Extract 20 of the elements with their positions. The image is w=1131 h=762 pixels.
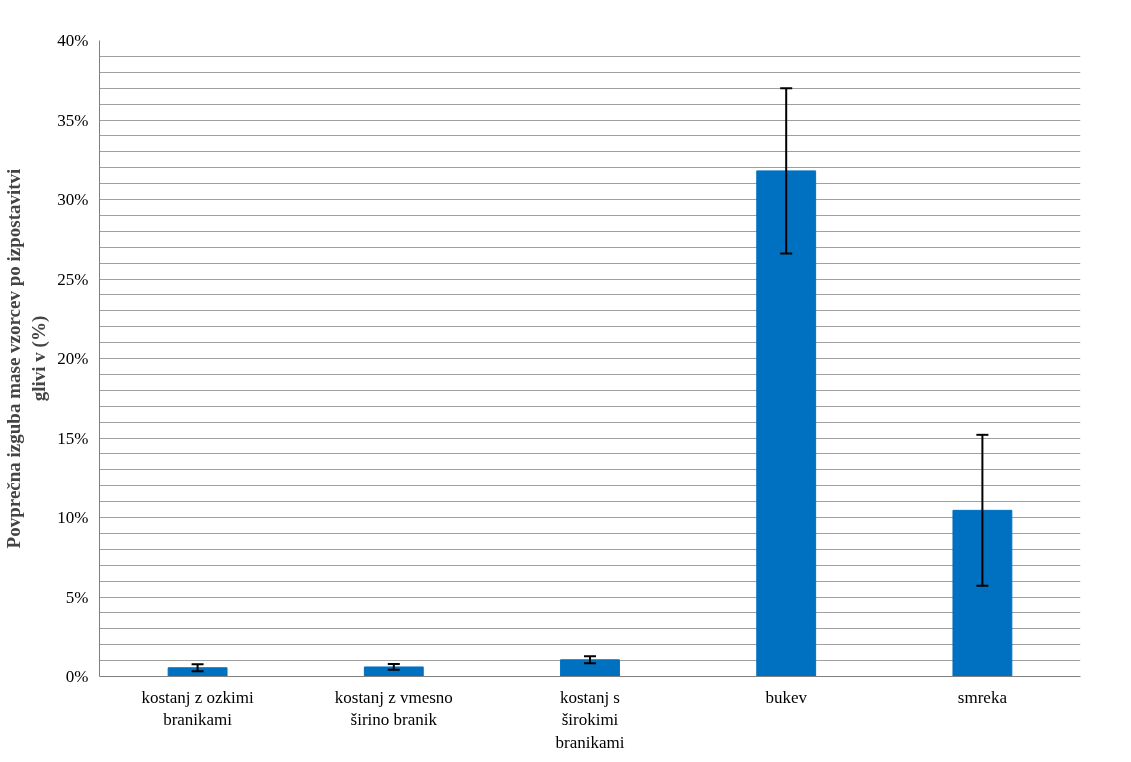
bar xyxy=(952,509,1013,677)
y-tick-label: 15% xyxy=(57,428,89,448)
y-tick-label: 35% xyxy=(57,110,89,130)
bar xyxy=(363,666,424,677)
x-tick-label: kostanj z ozkimi branikami xyxy=(141,687,255,730)
x-tick-label: kostanj z vmesno širino branik xyxy=(334,687,453,730)
y-tick-label: 25% xyxy=(57,269,89,289)
bar xyxy=(560,659,620,677)
y-tick-label: 0% xyxy=(65,667,89,686)
x-tick-label: bukev xyxy=(765,687,808,707)
y-tick-label: 10% xyxy=(57,508,89,527)
x-tick-label: smreka xyxy=(957,687,1008,707)
y-tick-label: 5% xyxy=(65,587,89,607)
y-tick-label: 20% xyxy=(57,349,89,368)
y-tick-label: 30% xyxy=(57,190,89,209)
y-axis-title: Povprečna izguba mase vzorcev po izpostavitvi glivi v (%) xyxy=(3,168,51,549)
y-tick-label: 40% xyxy=(57,31,89,50)
x-tick-label: kostanj s širokimi branikami xyxy=(555,687,625,753)
bar xyxy=(756,170,817,677)
bar xyxy=(167,667,228,677)
